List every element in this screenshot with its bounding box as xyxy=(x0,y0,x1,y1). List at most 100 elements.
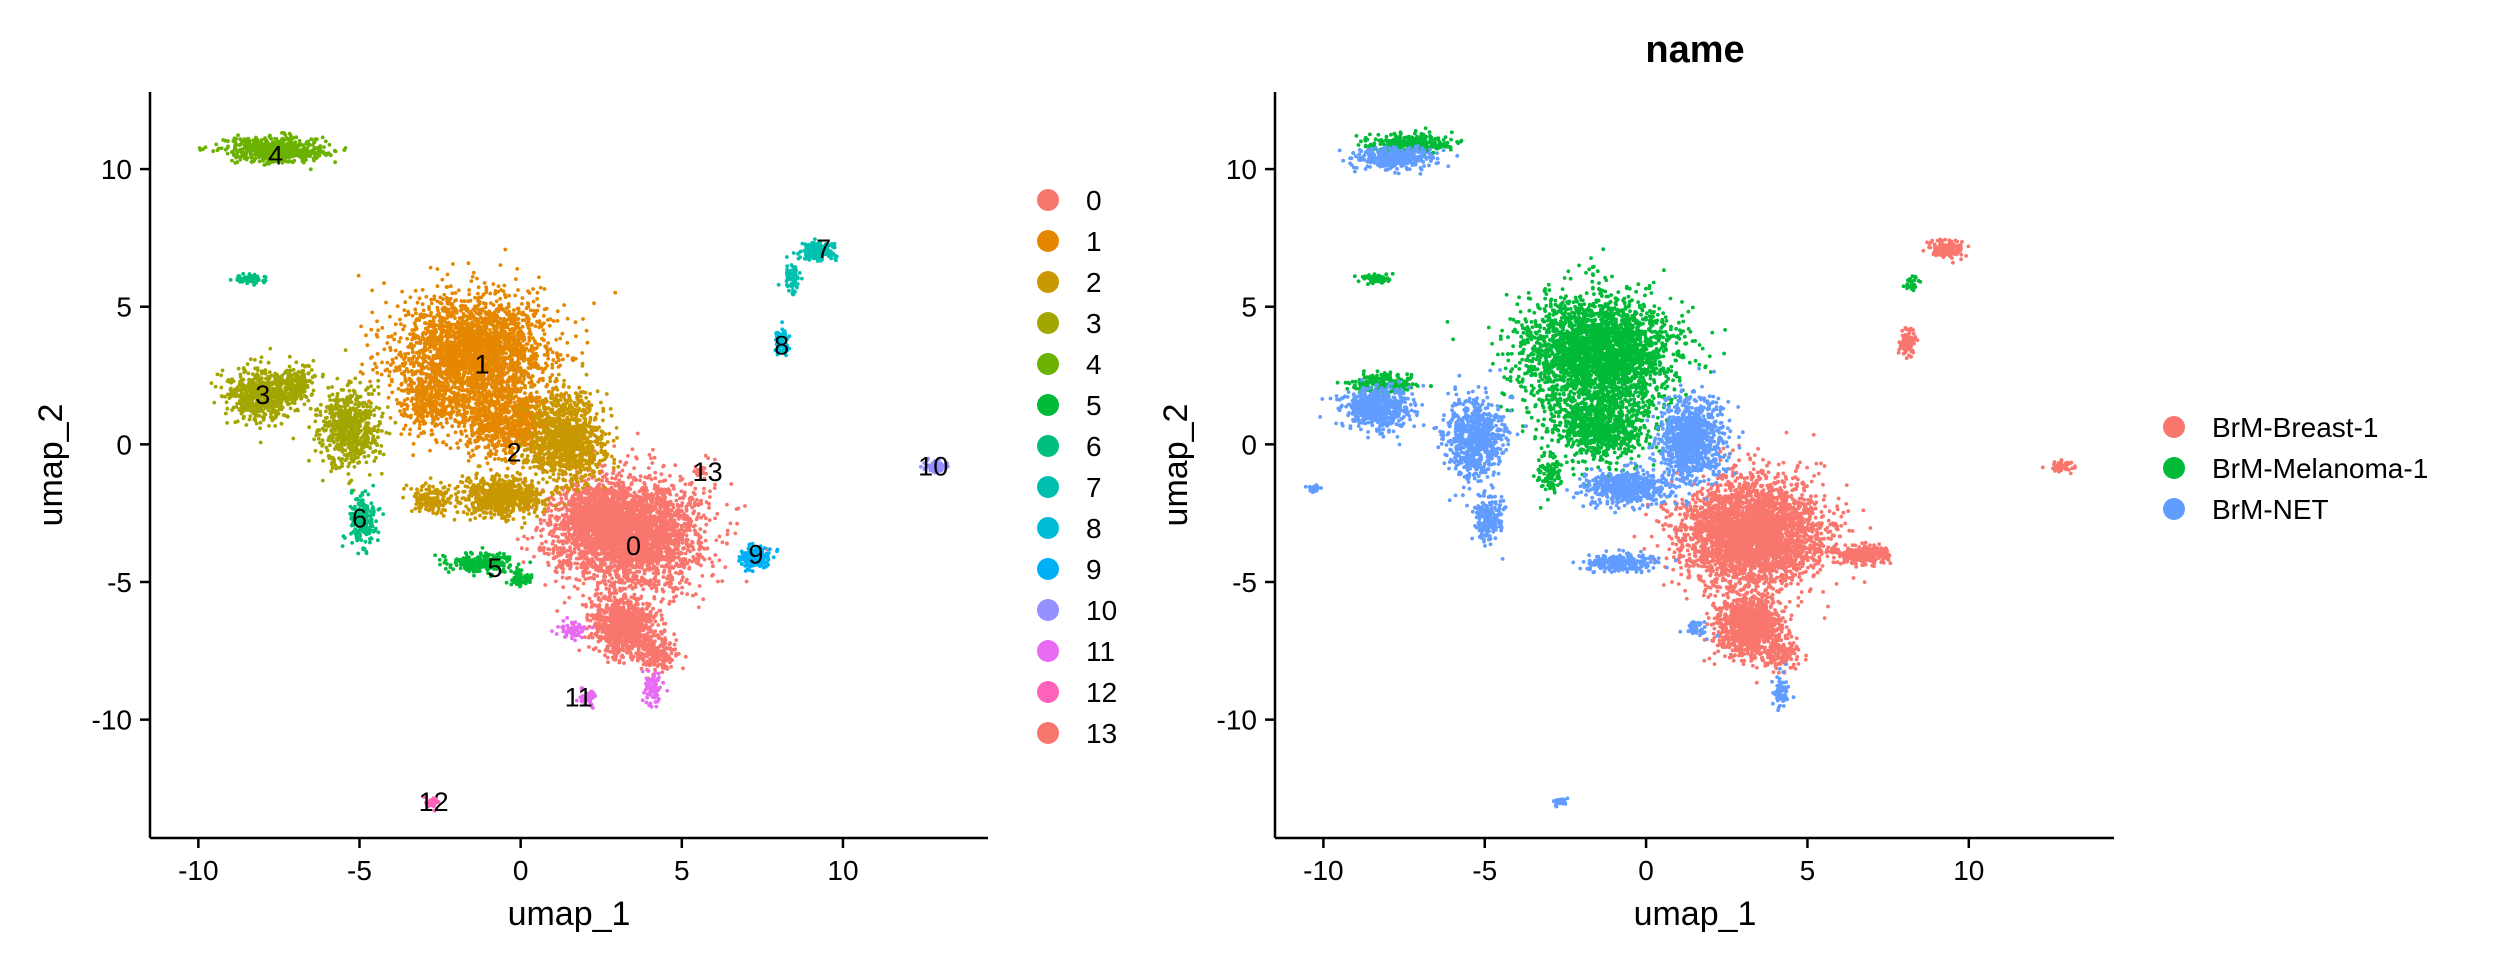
data-point xyxy=(669,508,674,513)
data-point xyxy=(560,513,565,518)
data-point xyxy=(617,610,622,615)
data-point xyxy=(584,563,588,567)
data-point xyxy=(603,582,608,587)
data-point xyxy=(714,538,719,543)
data-point xyxy=(618,480,623,485)
data-point xyxy=(636,647,641,652)
data-point xyxy=(616,580,621,584)
data-point xyxy=(568,545,572,550)
data-point xyxy=(550,514,554,518)
data-point xyxy=(615,573,619,577)
data-point xyxy=(565,553,570,558)
data-point xyxy=(670,483,674,488)
data-point xyxy=(683,654,688,659)
data-point xyxy=(606,547,611,551)
points-layer xyxy=(197,131,950,813)
data-point xyxy=(639,613,644,618)
data-point xyxy=(645,650,650,655)
data-point xyxy=(694,561,699,565)
data-point xyxy=(654,589,659,594)
data-point xyxy=(591,613,596,618)
data-point xyxy=(556,508,561,512)
data-point xyxy=(676,539,681,544)
data-point xyxy=(647,453,652,457)
data-point xyxy=(725,528,730,533)
data-point xyxy=(583,552,588,557)
data-point xyxy=(634,455,638,459)
data-point xyxy=(684,580,688,584)
data-point xyxy=(659,472,664,476)
data-point xyxy=(656,517,661,522)
data-point xyxy=(661,522,665,527)
data-point xyxy=(625,505,630,510)
data-point xyxy=(632,592,637,597)
data-point xyxy=(641,537,646,542)
data-point xyxy=(552,527,557,532)
data-point xyxy=(647,510,652,515)
data-point xyxy=(645,505,649,510)
data-point xyxy=(607,532,612,537)
data-point xyxy=(574,536,579,541)
data-point xyxy=(717,534,722,539)
data-point xyxy=(688,495,693,500)
data-point xyxy=(661,503,665,507)
data-point xyxy=(445,272,450,277)
data-point xyxy=(660,542,664,547)
data-point xyxy=(653,470,658,475)
data-point xyxy=(638,474,643,478)
data-point xyxy=(651,497,655,502)
data-point xyxy=(538,517,543,522)
data-point xyxy=(588,497,592,501)
data-point xyxy=(607,595,611,600)
data-point xyxy=(545,521,550,526)
data-point xyxy=(663,499,667,504)
data-point xyxy=(661,621,666,626)
data-point xyxy=(743,504,747,508)
data-point xyxy=(693,486,698,491)
data-point xyxy=(608,507,613,511)
data-point xyxy=(668,499,673,504)
data-point xyxy=(667,525,672,529)
data-point xyxy=(613,642,618,646)
data-point xyxy=(665,562,669,567)
data-point xyxy=(624,524,629,528)
data-point xyxy=(564,494,568,499)
data-point xyxy=(604,556,609,561)
data-point xyxy=(607,607,612,611)
data-point xyxy=(567,595,572,600)
data-point xyxy=(650,539,655,544)
data-point xyxy=(622,661,626,665)
data-point xyxy=(530,535,535,540)
data-point xyxy=(658,608,663,613)
data-point xyxy=(627,577,632,581)
data-point xyxy=(551,546,556,551)
data-point xyxy=(720,579,725,583)
data-point xyxy=(604,543,609,548)
data-point xyxy=(594,539,599,543)
data-point xyxy=(577,551,582,556)
data-point xyxy=(615,501,620,506)
data-point xyxy=(662,539,667,543)
data-point xyxy=(647,638,651,643)
data-point xyxy=(655,556,659,560)
data-point xyxy=(594,523,599,528)
data-point xyxy=(638,511,643,515)
data-point xyxy=(670,503,675,507)
data-point xyxy=(663,636,667,640)
data-point xyxy=(553,579,558,584)
data-point xyxy=(598,598,603,603)
data-point xyxy=(554,534,558,539)
data-point xyxy=(565,515,570,520)
data-point xyxy=(608,617,613,622)
data-point xyxy=(642,547,646,552)
data-point xyxy=(553,516,558,521)
data-point xyxy=(604,586,609,591)
data-point xyxy=(700,574,705,578)
data-point xyxy=(620,530,625,535)
data-point xyxy=(633,621,638,626)
data-point xyxy=(617,660,622,665)
data-point xyxy=(645,634,650,639)
data-point xyxy=(560,575,565,580)
data-point xyxy=(551,358,556,362)
data-point xyxy=(668,641,672,645)
